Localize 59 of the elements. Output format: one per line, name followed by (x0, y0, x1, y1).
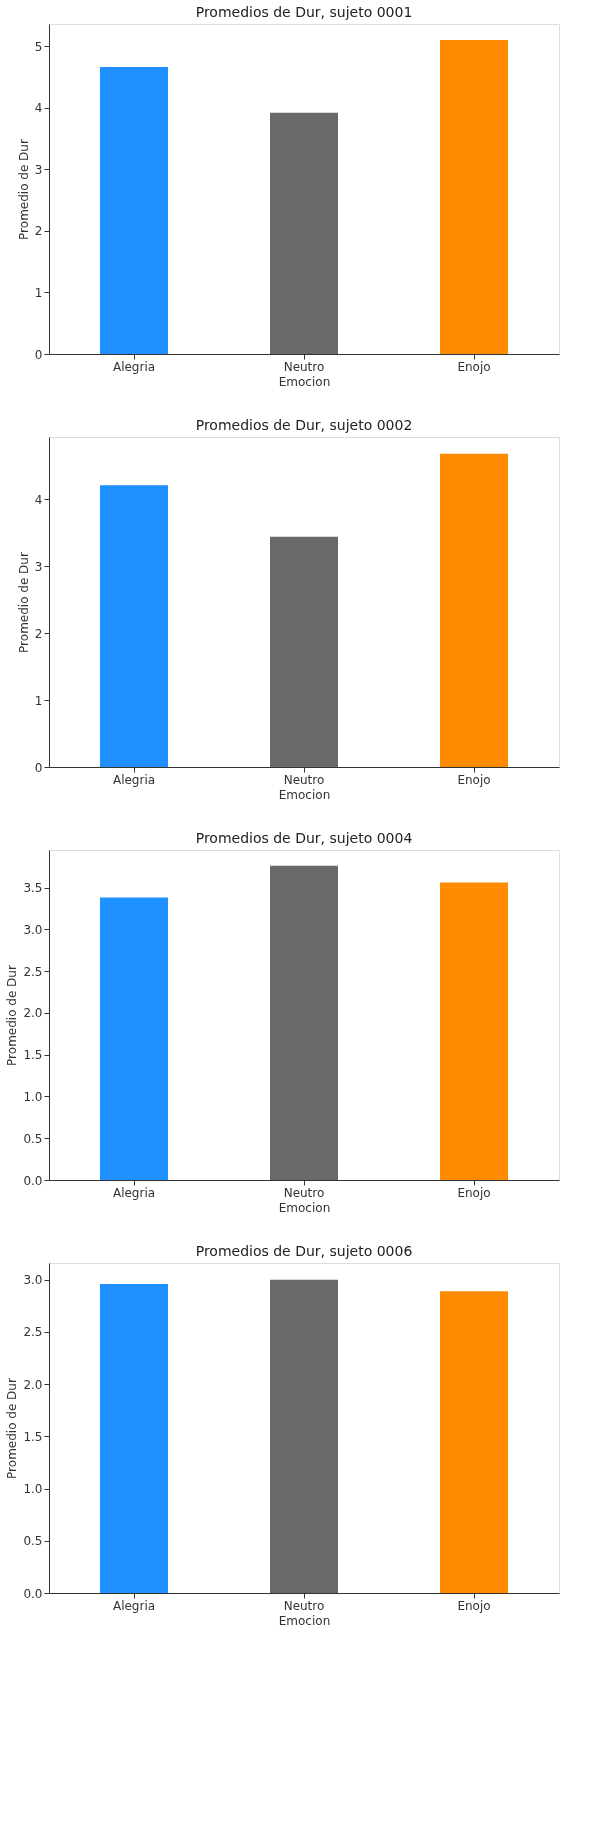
y-axis-title: Promedio de Dur (5, 1378, 20, 1479)
y-tick-label: 0 (34, 347, 43, 362)
x-tick-label: Enojo (457, 1185, 491, 1200)
y-tick-label: 5 (34, 39, 43, 54)
x-axis-title: Emocion (278, 1200, 331, 1215)
y-tick-label: 0.5 (23, 1534, 43, 1549)
x-tick-label: Neutro (283, 772, 325, 787)
y-tick-label: 1 (34, 693, 43, 708)
y-tick-label: 2.5 (23, 1325, 43, 1340)
x-tick-label: Enojo (457, 772, 491, 787)
y-tick-label: 3 (34, 162, 43, 177)
chart-title: Promedios de Dur, sujeto 0002 (195, 417, 413, 433)
x-axis-title: Emocion (278, 374, 331, 389)
y-tick-label: 3.0 (23, 922, 43, 937)
x-tick-label: Alegria (112, 1185, 156, 1200)
y-tick-label: 1.5 (23, 1048, 43, 1063)
y-tick-label: 2.0 (23, 1377, 43, 1392)
x-axis-title: Emocion (278, 1613, 331, 1628)
bar (270, 865, 338, 1180)
bar (270, 536, 338, 767)
y-axis-title: Promedio de Dur (5, 965, 20, 1066)
y-tick-label: 0.0 (23, 1173, 43, 1188)
y-tick-label: 1.5 (23, 1429, 43, 1444)
x-tick-label: Neutro (283, 1185, 325, 1200)
y-tick-label: 2.0 (23, 1006, 43, 1021)
bar (440, 40, 508, 354)
y-tick-label: 1.0 (23, 1089, 43, 1104)
y-tick-label: 3.5 (23, 881, 43, 896)
x-tick-label: Enojo (457, 1598, 491, 1613)
y-tick-label: 3 (34, 559, 43, 574)
x-tick-label: Neutro (283, 1598, 325, 1613)
y-tick-label: 0.0 (23, 1586, 43, 1601)
y-tick-label: 0 (34, 760, 43, 775)
y-tick-label: 1.0 (23, 1482, 43, 1497)
x-tick-label: Alegria (112, 772, 156, 787)
y-tick-label: 1 (34, 285, 43, 300)
bar (100, 897, 168, 1180)
bar (270, 112, 338, 354)
y-tick-label: 2.5 (23, 964, 43, 979)
bar (440, 882, 508, 1180)
chart-title: Promedios de Dur, sujeto 0004 (195, 830, 413, 846)
y-tick-label: 0.5 (23, 1131, 43, 1146)
bar (100, 67, 168, 354)
chart-title: Promedios de Dur, sujeto 0001 (195, 4, 413, 20)
y-tick-label: 2 (34, 626, 43, 641)
y-axis-title: Promedio de Dur (16, 552, 31, 653)
x-tick-label: Enojo (457, 359, 491, 374)
x-axis-title: Emocion (278, 787, 331, 802)
bar (100, 485, 168, 767)
x-tick-label: Neutro (283, 359, 325, 374)
y-axis-title: Promedio de Dur (16, 139, 31, 240)
y-tick-label: 4 (34, 492, 43, 507)
bar (440, 453, 508, 767)
y-tick-label: 2 (34, 224, 43, 239)
x-tick-label: Alegria (112, 1598, 156, 1613)
y-tick-label: 4 (34, 101, 43, 116)
y-tick-label: 3.0 (23, 1273, 43, 1288)
chart-title: Promedios de Dur, sujeto 0006 (195, 1243, 413, 1259)
x-tick-label: Alegria (112, 359, 156, 374)
